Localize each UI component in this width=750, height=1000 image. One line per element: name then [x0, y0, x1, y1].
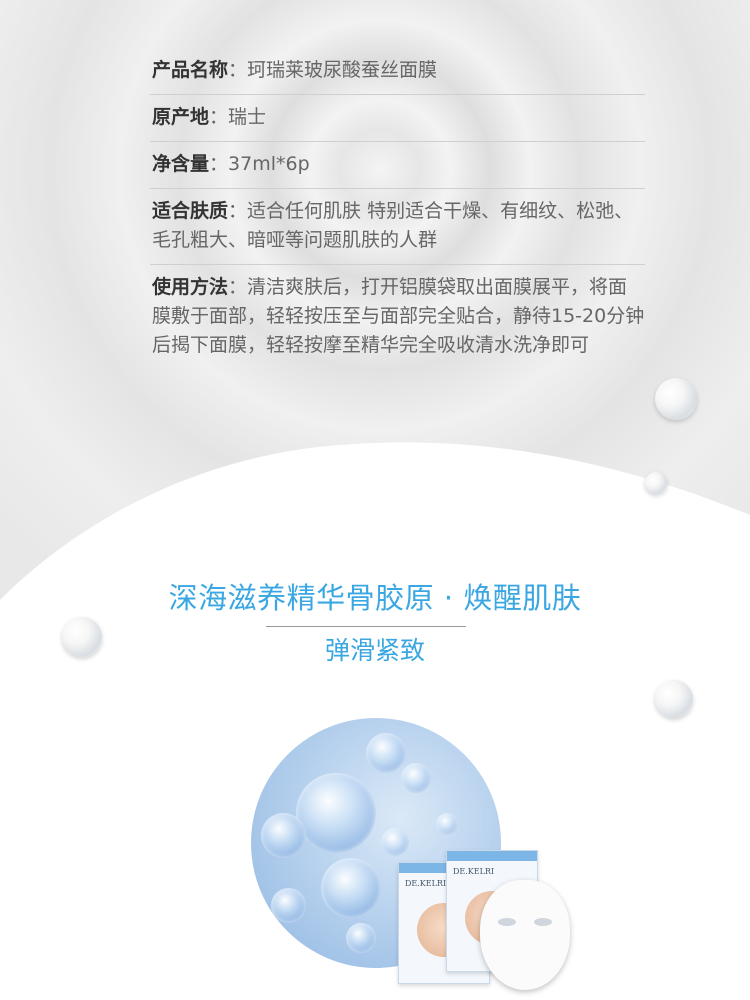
bubble-icon	[296, 773, 376, 853]
divider	[150, 264, 645, 265]
water-drop-icon	[645, 472, 667, 494]
spec-net-content: 净含量：37ml*6p	[150, 142, 645, 188]
section-headline: 深海滋养精华骨胶原 · 焕醒肌肤	[168, 581, 582, 615]
spec-value: 37ml*6p	[228, 153, 310, 175]
bubble-icon	[321, 858, 381, 918]
spec-separator: ：	[209, 153, 229, 175]
mask-eye-hole	[534, 918, 552, 926]
spec-product-name: 产品名称：珂瑞莱玻尿酸蚕丝面膜	[150, 48, 645, 94]
bubble-icon	[436, 813, 458, 835]
pack-band	[399, 863, 489, 873]
spec-separator: ：	[209, 106, 229, 128]
divider	[150, 94, 645, 95]
spec-value: 珂瑞莱玻尿酸蚕丝面膜	[247, 59, 438, 81]
bubble-icon	[346, 923, 376, 953]
water-drop-icon	[62, 617, 102, 657]
spec-origin: 原产地：瑞士	[150, 95, 645, 141]
bubble-icon	[261, 813, 306, 858]
spec-usage: 使用方法：清洁爽肤后，打开铝膜袋取出面膜展平，将面膜敷于面部，轻轻按压至与面部完…	[150, 265, 645, 369]
spec-value: 清洁爽肤后，打开铝膜袋取出面膜展平，将面膜敷于面部，轻轻按压至与面部完全贴合，静…	[152, 276, 645, 356]
spec-label: 适合肤质	[152, 200, 229, 222]
spec-label: 净含量	[152, 153, 210, 175]
spec-value: 瑞士	[228, 106, 267, 128]
face-mask-image	[480, 880, 570, 990]
spec-value: 适合任何肌肤 特别适合干燥、有细纹、松弛、毛孔粗大、暗哑等问题肌肤的人群	[152, 200, 634, 251]
spec-separator: ：	[228, 200, 248, 222]
water-drop-icon	[655, 680, 693, 718]
bubble-icon	[366, 733, 406, 773]
spec-list: 产品名称：珂瑞莱玻尿酸蚕丝面膜 原产地：瑞士 净含量：37ml*6p 适合肤质：…	[150, 48, 645, 369]
headline-divider	[266, 626, 466, 627]
spec-label: 使用方法	[152, 276, 229, 298]
pack-brand-label: DE.KELRI	[405, 879, 447, 888]
section-subline: 弹滑紧致	[324, 636, 425, 665]
spec-skin-type: 适合肤质：适合任何肌肤 特别适合干燥、有细纹、松弛、毛孔粗大、暗哑等问题肌肤的人…	[150, 189, 645, 264]
spec-separator: ：	[228, 276, 248, 298]
spec-separator: ：	[228, 59, 248, 81]
divider	[150, 141, 645, 142]
mask-eye-hole	[498, 918, 516, 926]
bubble-icon	[271, 888, 306, 923]
pack-brand-label: DE.KELRI	[453, 867, 495, 876]
water-drop-icon	[655, 378, 697, 420]
divider	[150, 188, 645, 189]
pack-band	[447, 851, 537, 861]
bubble-icon	[401, 763, 431, 793]
bubble-icon	[381, 828, 409, 856]
spec-label: 原产地	[152, 106, 210, 128]
spec-label: 产品名称	[152, 59, 229, 81]
